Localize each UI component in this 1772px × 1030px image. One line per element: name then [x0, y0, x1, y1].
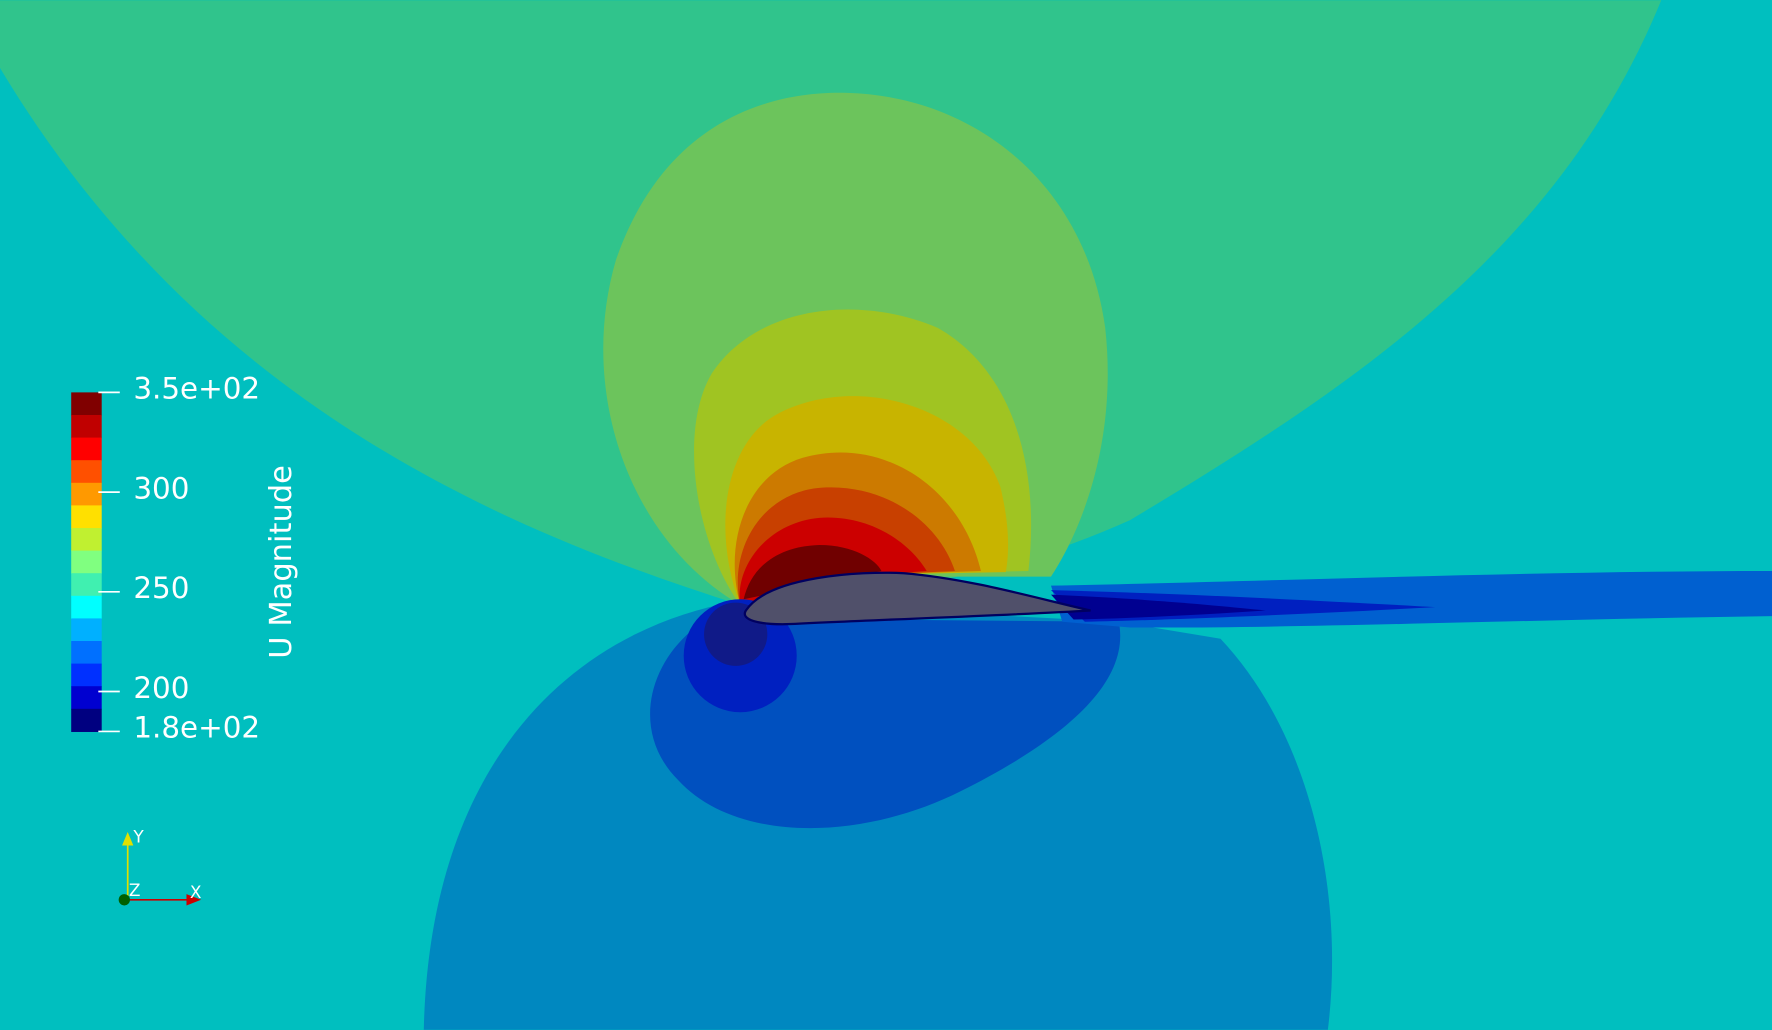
legend-tick-label: 200	[133, 671, 189, 705]
legend-title: U Magnitude	[264, 465, 299, 659]
legend-swatch	[71, 460, 102, 484]
legend-swatch	[71, 437, 102, 461]
legend-swatch	[71, 482, 102, 506]
legend-tick-label: 3.5e+02	[133, 372, 260, 406]
airfoil	[743, 571, 1091, 626]
legend-swatch	[71, 573, 102, 597]
legend-swatch	[71, 414, 102, 439]
legend-swatch	[71, 505, 102, 529]
legend-tick-label: 300	[133, 471, 189, 505]
legend-swatch	[71, 641, 102, 665]
legend-swatch	[71, 618, 102, 642]
y-arrow	[122, 831, 134, 846]
legend-swatch	[71, 663, 102, 687]
legend-swatch	[71, 595, 102, 619]
z-label: Z	[129, 880, 141, 900]
wake	[1050, 594, 1266, 620]
x-arrow	[186, 894, 202, 906]
legend-swatch	[71, 550, 102, 574]
legend-swatch	[71, 527, 102, 552]
color-legend: 3.5e+02 300 250 200 1.8e+02	[71, 372, 260, 745]
legend-swatch	[71, 708, 102, 732]
x-label: X	[190, 882, 202, 902]
z-axis	[118, 894, 130, 906]
legend-swatch	[71, 392, 102, 416]
y-label: Y	[132, 827, 144, 847]
legend-tick-label: 250	[133, 571, 189, 605]
legend-tick-label: 1.8e+02	[133, 711, 260, 745]
legend-swatch	[71, 686, 102, 710]
contour	[743, 544, 882, 600]
